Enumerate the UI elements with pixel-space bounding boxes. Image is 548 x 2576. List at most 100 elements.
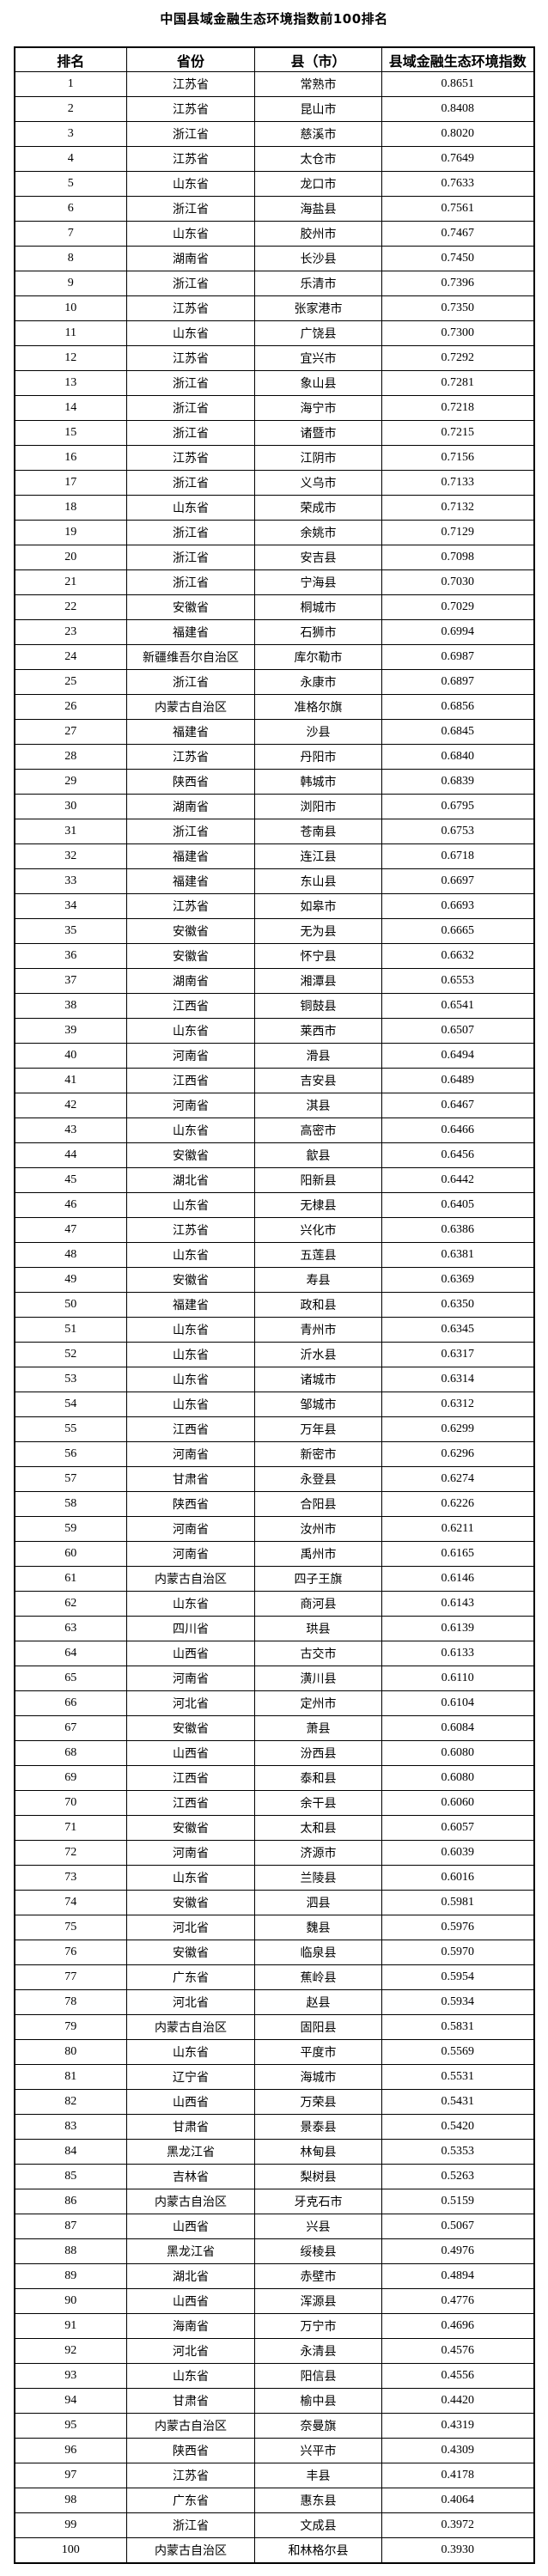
index-cell: 0.6345 (381, 1317, 534, 1343)
index-cell: 0.6753 (381, 819, 534, 844)
index-cell: 0.7218 (381, 395, 534, 421)
index-cell: 0.6211 (381, 1516, 534, 1542)
province-cell: 安徽省 (126, 1142, 255, 1168)
table-row: 95 内蒙古自治区 奈曼旗 0.4319 (14, 2413, 534, 2439)
rank-cell: 61 (14, 1566, 127, 1592)
table-row: 34 江苏省 如皋市 0.6693 (14, 893, 534, 919)
table-row: 46 山东省 无棣县 0.6405 (14, 1192, 534, 1218)
county-cell: 太和县 (254, 1815, 382, 1841)
county-cell: 沂水县 (254, 1342, 382, 1367)
rank-cell: 77 (14, 1964, 127, 1990)
index-cell: 0.4556 (381, 2363, 534, 2389)
county-cell: 蕉岭县 (254, 1964, 382, 1990)
province-cell: 安徽省 (126, 943, 255, 969)
rank-cell: 92 (14, 2338, 127, 2364)
county-cell: 政和县 (254, 1292, 382, 1318)
index-cell: 0.7281 (381, 370, 534, 396)
table-row: 69 江西省 泰和县 0.6080 (14, 1765, 534, 1791)
index-cell: 0.8408 (381, 96, 534, 122)
county-cell: 奈曼旗 (254, 2413, 382, 2439)
rank-cell: 68 (14, 1740, 127, 1766)
index-cell: 0.6632 (381, 943, 534, 969)
table-row: 26 内蒙古自治区 准格尔旗 0.6856 (14, 694, 534, 720)
county-cell: 邹城市 (254, 1392, 382, 1417)
county-cell: 汾西县 (254, 1740, 382, 1766)
table-row: 56 河南省 新密市 0.6296 (14, 1441, 534, 1467)
column-header-index: 县域金融生态环境指数 (381, 46, 534, 72)
index-cell: 0.6080 (381, 1765, 534, 1791)
county-cell: 兴平市 (254, 2438, 382, 2463)
table-row: 35 安徽省 无为县 0.6665 (14, 918, 534, 944)
index-cell: 0.7300 (381, 320, 534, 346)
index-cell: 0.6084 (381, 1715, 534, 1741)
province-cell: 河南省 (126, 1541, 255, 1567)
rank-cell: 4 (14, 146, 127, 172)
county-cell: 桐城市 (254, 594, 382, 620)
rank-cell: 72 (14, 1840, 127, 1866)
rank-cell: 88 (14, 2238, 127, 2264)
county-cell: 荣成市 (254, 495, 382, 521)
county-cell: 汝州市 (254, 1516, 382, 1542)
table-row: 23 福建省 石狮市 0.6994 (14, 619, 534, 645)
index-cell: 0.6312 (381, 1392, 534, 1417)
province-cell: 辽宁省 (126, 2064, 255, 2090)
table-row: 15 浙江省 诸暨市 0.7215 (14, 420, 534, 446)
index-cell: 0.6386 (381, 1217, 534, 1243)
county-cell: 怀宁县 (254, 943, 382, 969)
index-cell: 0.6057 (381, 1815, 534, 1841)
index-cell: 0.3972 (381, 2512, 534, 2538)
index-cell: 0.4696 (381, 2313, 534, 2339)
table-row: 42 河南省 淇县 0.6467 (14, 1093, 534, 1118)
rank-cell: 19 (14, 520, 127, 545)
county-cell: 莱西市 (254, 1018, 382, 1044)
table-row: 83 甘肃省 景泰县 0.5420 (14, 2114, 534, 2140)
rank-cell: 49 (14, 1267, 127, 1293)
county-cell: 赤壁市 (254, 2263, 382, 2289)
province-cell: 广东省 (126, 1964, 255, 1990)
index-cell: 0.6133 (381, 1641, 534, 1666)
rank-cell: 1 (14, 71, 127, 97)
index-cell: 0.5954 (381, 1964, 534, 1990)
county-cell: 潢川县 (254, 1666, 382, 1691)
rank-cell: 43 (14, 1117, 127, 1143)
county-cell: 阳新县 (254, 1167, 382, 1193)
province-cell: 甘肃省 (126, 1466, 255, 1492)
table-row: 25 浙江省 永康市 0.6897 (14, 669, 534, 695)
rank-cell: 99 (14, 2512, 127, 2538)
county-cell: 准格尔旗 (254, 694, 382, 720)
province-cell: 江苏省 (126, 2463, 255, 2488)
county-cell: 如皋市 (254, 893, 382, 919)
county-cell: 永登县 (254, 1466, 382, 1492)
county-cell: 连江县 (254, 843, 382, 869)
table-row: 71 安徽省 太和县 0.6057 (14, 1815, 534, 1841)
index-cell: 0.5159 (381, 2189, 534, 2214)
rank-cell: 39 (14, 1018, 127, 1044)
rank-cell: 30 (14, 794, 127, 819)
province-cell: 山西省 (126, 1740, 255, 1766)
rank-cell: 82 (14, 2089, 127, 2115)
rank-cell: 55 (14, 1416, 127, 1442)
province-cell: 内蒙古自治区 (126, 1566, 255, 1592)
province-cell: 河北省 (126, 2338, 255, 2364)
table-row: 19 浙江省 余姚市 0.7129 (14, 520, 534, 545)
county-cell: 林甸县 (254, 2139, 382, 2165)
index-cell: 0.6994 (381, 619, 534, 645)
province-cell: 安徽省 (126, 1940, 255, 1965)
ranking-table: 排名 省份 县（市） 县域金融生态环境指数 1 江苏省 常熟市 0.8651 2 江苏省 昆山市 0… (13, 46, 535, 2564)
rank-cell: 11 (14, 320, 127, 346)
county-cell: 海城市 (254, 2064, 382, 2090)
province-cell: 安徽省 (126, 1267, 255, 1293)
table-row: 17 浙江省 义乌市 0.7133 (14, 470, 534, 496)
index-cell: 0.6839 (381, 769, 534, 795)
index-cell: 0.7030 (381, 569, 534, 595)
rank-cell: 100 (14, 2537, 127, 2564)
county-cell: 安吉县 (254, 545, 382, 570)
index-cell: 0.6080 (381, 1740, 534, 1766)
table-row: 75 河北省 魏县 0.5976 (14, 1915, 534, 1940)
index-cell: 0.6697 (381, 868, 534, 894)
province-cell: 河南省 (126, 1840, 255, 1866)
county-cell: 余干县 (254, 1790, 382, 1816)
table-row: 84 黑龙江省 林甸县 0.5353 (14, 2139, 534, 2165)
county-cell: 定州市 (254, 1690, 382, 1716)
index-cell: 0.6143 (381, 1591, 534, 1617)
